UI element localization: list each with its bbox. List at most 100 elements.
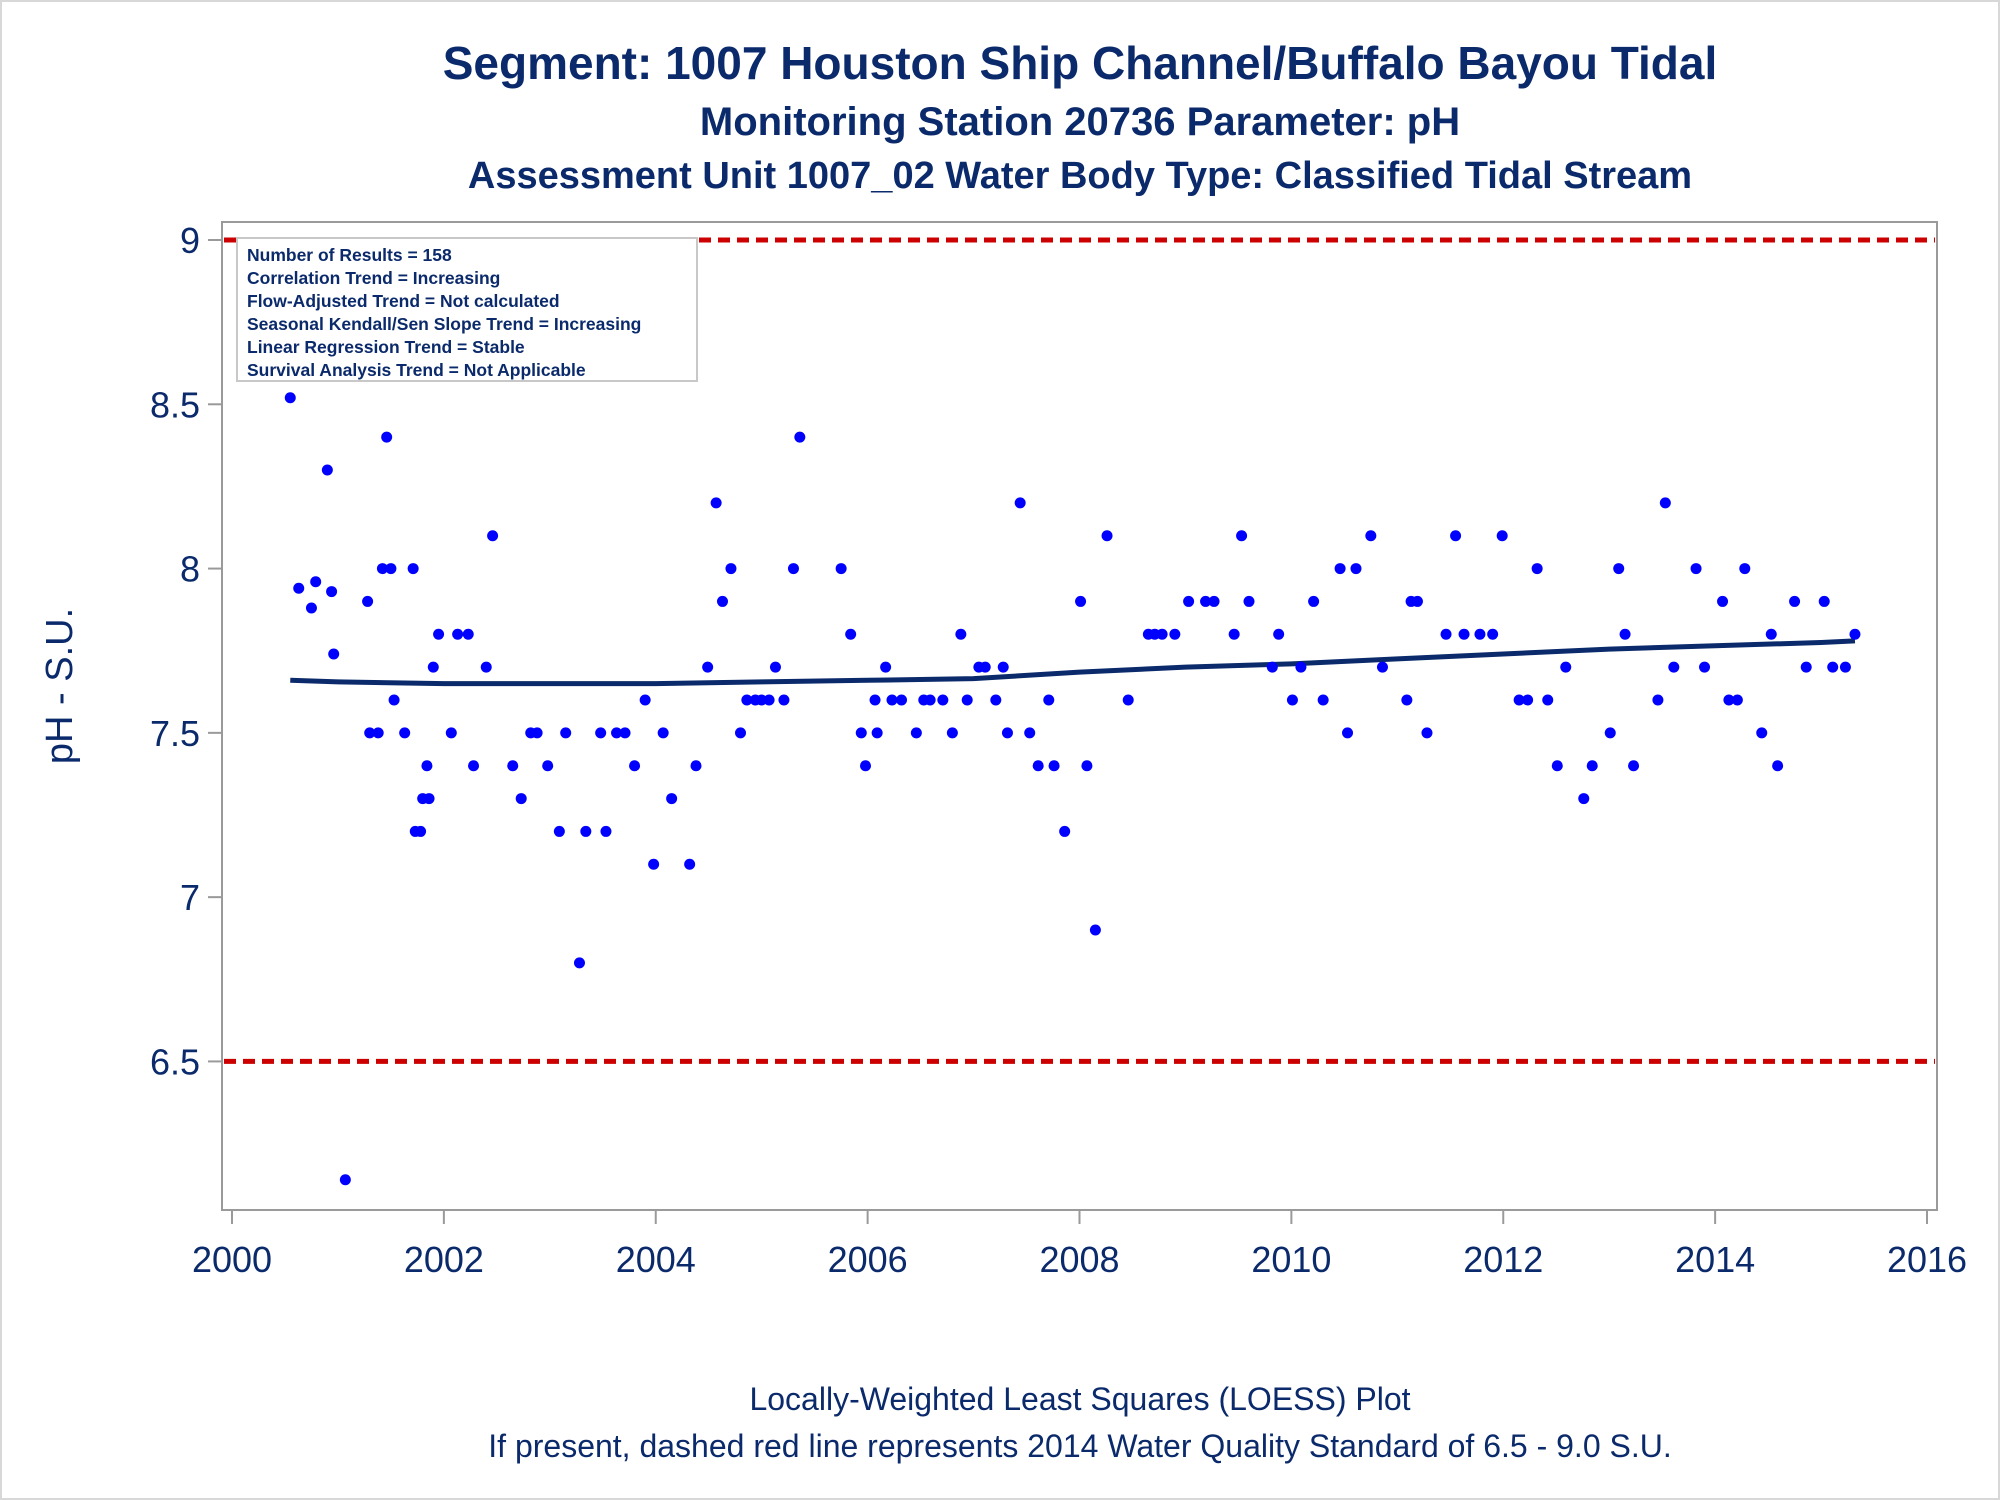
data-point xyxy=(1317,694,1329,706)
data-point xyxy=(1208,595,1220,607)
data-point xyxy=(835,563,847,575)
data-point xyxy=(1081,760,1093,772)
data-point xyxy=(961,694,973,706)
data-point xyxy=(1723,694,1735,706)
data-point xyxy=(1690,563,1702,575)
data-point xyxy=(1295,661,1307,673)
data-point xyxy=(937,694,949,706)
data-point xyxy=(480,661,492,673)
y-tick-label: 6.5 xyxy=(150,1041,200,1082)
data-point xyxy=(741,694,753,706)
data-point xyxy=(531,727,543,739)
data-point xyxy=(1551,760,1563,772)
y-tick-label: 8 xyxy=(180,549,200,590)
data-point xyxy=(1800,661,1812,673)
x-tick-label: 2010 xyxy=(1251,1239,1331,1280)
data-point xyxy=(1839,661,1851,673)
data-point xyxy=(855,727,867,739)
data-point xyxy=(1578,793,1590,805)
data-point xyxy=(1334,563,1346,575)
data-point xyxy=(310,576,322,588)
data-point xyxy=(886,694,898,706)
x-tick-label: 2014 xyxy=(1675,1239,1755,1280)
data-point xyxy=(1818,595,1830,607)
x-axis: 2000 2002 2004 2006 2008 2010 2012 2014 2016 xyxy=(192,1210,1967,1280)
data-point xyxy=(415,825,427,837)
data-point xyxy=(1531,563,1543,575)
x-tick-label: 2002 xyxy=(404,1239,484,1280)
data-point xyxy=(421,760,433,772)
data-point xyxy=(1765,628,1777,640)
data-point xyxy=(1014,497,1026,509)
data-point xyxy=(1075,595,1087,607)
data-point xyxy=(871,727,883,739)
data-point xyxy=(1560,661,1572,673)
x-tick-label: 2000 xyxy=(192,1239,272,1280)
trend-summary-line: Seasonal Kendall/Sen Slope Trend = Incre… xyxy=(247,314,641,334)
trend-summary-line: Linear Regression Trend = Stable xyxy=(247,337,525,357)
data-point xyxy=(385,563,397,575)
data-point xyxy=(787,563,799,575)
data-point xyxy=(560,727,572,739)
data-point xyxy=(1699,661,1711,673)
data-point xyxy=(362,595,374,607)
data-point xyxy=(1717,595,1729,607)
data-point xyxy=(1668,661,1680,673)
data-point xyxy=(1228,628,1240,640)
data-point xyxy=(1421,727,1433,739)
data-point xyxy=(1273,628,1285,640)
footer-standard-note: If present, dashed red line represents 2… xyxy=(488,1428,1672,1464)
data-point xyxy=(769,661,781,673)
data-point xyxy=(1586,760,1598,772)
data-point xyxy=(515,793,527,805)
data-point xyxy=(1450,530,1462,542)
data-point xyxy=(553,825,565,837)
x-tick-label: 2008 xyxy=(1039,1239,1119,1280)
data-point xyxy=(1458,628,1470,640)
data-point xyxy=(445,727,457,739)
data-point xyxy=(1756,727,1768,739)
data-point xyxy=(1365,530,1377,542)
trend-summary-line: Flow-Adjusted Trend = Not calculated xyxy=(247,291,560,311)
data-point xyxy=(880,661,892,673)
data-point xyxy=(468,760,480,772)
data-point xyxy=(1001,727,1013,739)
data-point xyxy=(1122,694,1134,706)
data-point xyxy=(452,628,464,640)
data-point xyxy=(1849,628,1861,640)
data-point xyxy=(595,727,607,739)
y-tick-label: 8.5 xyxy=(150,384,200,425)
data-point xyxy=(702,661,714,673)
data-point xyxy=(427,661,439,673)
data-point xyxy=(860,760,872,772)
data-point xyxy=(381,431,393,443)
data-point xyxy=(1659,497,1671,509)
data-point xyxy=(407,563,419,575)
data-point xyxy=(376,563,388,575)
data-point xyxy=(1827,661,1839,673)
data-point xyxy=(997,661,1009,673)
data-point xyxy=(778,694,790,706)
data-point xyxy=(1542,694,1554,706)
data-point xyxy=(600,825,612,837)
data-point xyxy=(710,497,722,509)
data-point xyxy=(845,628,857,640)
data-point xyxy=(1401,694,1413,706)
data-point xyxy=(763,694,775,706)
data-point xyxy=(1440,628,1452,640)
trend-summary-line: Survival Analysis Trend = Not Applicable xyxy=(247,360,586,380)
data-point xyxy=(1522,694,1534,706)
data-point xyxy=(1243,595,1255,607)
trend-summary-line: Correlation Trend = Increasing xyxy=(247,268,500,288)
x-tick-label: 2012 xyxy=(1463,1239,1543,1280)
data-point xyxy=(690,760,702,772)
y-axis: 9 8.5 8 7.5 7 6.5 xyxy=(150,220,222,1082)
data-point xyxy=(284,392,296,404)
y-tick-label: 7.5 xyxy=(150,713,200,754)
data-point xyxy=(580,825,592,837)
data-point xyxy=(684,858,696,870)
loess-curve-group xyxy=(290,638,1856,687)
y-tick-label: 9 xyxy=(180,220,200,261)
trend-summary-line: Number of Results = 158 xyxy=(247,245,452,265)
